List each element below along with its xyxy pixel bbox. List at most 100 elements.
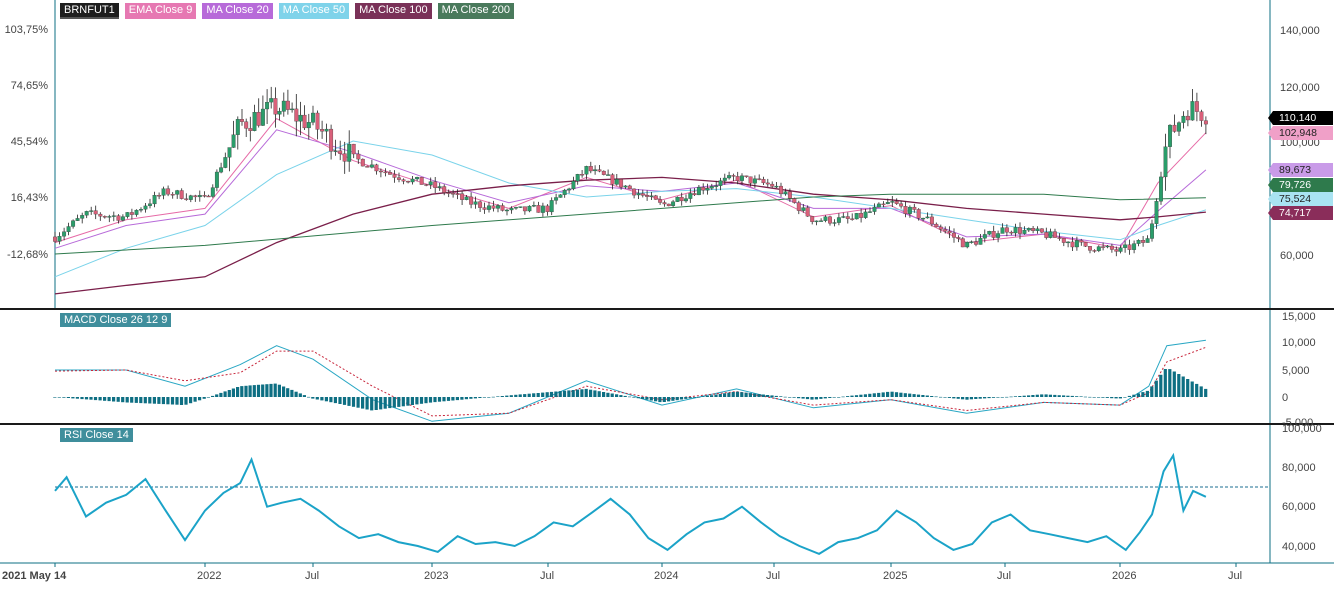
macd-histogram-bar bbox=[265, 384, 269, 397]
candle-body bbox=[324, 128, 329, 132]
macd-histogram-bar bbox=[1127, 395, 1131, 397]
candle-body bbox=[202, 195, 207, 197]
candle-body bbox=[329, 128, 334, 152]
candle-body bbox=[653, 195, 658, 200]
candle-body bbox=[960, 238, 965, 248]
candle-body bbox=[437, 186, 442, 188]
macd-histogram-bar bbox=[98, 397, 102, 401]
candle-body bbox=[735, 176, 740, 181]
macd-histogram-bar bbox=[792, 397, 796, 398]
legend-ma-100[interactable]: MA Close 100 bbox=[355, 3, 432, 19]
candle-body bbox=[1048, 231, 1053, 238]
macd-histogram-bar bbox=[837, 397, 841, 398]
candle-body bbox=[649, 195, 654, 197]
macd-histogram-bar bbox=[282, 386, 286, 397]
macd-histogram-bar bbox=[252, 385, 256, 397]
macd-histogram-bar bbox=[66, 397, 70, 398]
time-label: 2023 bbox=[424, 570, 448, 582]
macd-histogram-bar bbox=[223, 391, 227, 397]
candle-body bbox=[1154, 201, 1159, 224]
candle-body bbox=[527, 205, 532, 212]
candle-body bbox=[1061, 238, 1066, 243]
candle-body bbox=[311, 112, 315, 123]
candle-body bbox=[338, 150, 343, 154]
macd-histogram-bar bbox=[315, 397, 319, 400]
macd-histogram-bar bbox=[978, 397, 982, 399]
candle-body bbox=[1057, 237, 1062, 239]
candle-body bbox=[442, 186, 447, 193]
candle-body bbox=[947, 230, 952, 234]
time-label: Jul bbox=[1228, 570, 1242, 582]
candle-body bbox=[406, 180, 411, 183]
legend-ma-200[interactable]: MA Close 200 bbox=[437, 3, 515, 19]
candle-body bbox=[129, 212, 134, 215]
macd-histogram-bar bbox=[460, 397, 464, 400]
price-left-tick: 103,75% bbox=[5, 24, 49, 36]
candle-body bbox=[929, 216, 934, 225]
macd-histogram-bar bbox=[84, 397, 89, 400]
candle-body bbox=[718, 180, 723, 186]
candle-body bbox=[369, 164, 374, 168]
legend-ma-20[interactable]: MA Close 20 bbox=[202, 3, 273, 19]
candle-body bbox=[841, 216, 846, 218]
legend-macd[interactable]: MACD Close 26 12 9 bbox=[60, 313, 172, 327]
rsi-right-tick: 80,000 bbox=[1282, 462, 1316, 474]
candle-body bbox=[80, 215, 85, 219]
macd-histogram-bar bbox=[832, 397, 836, 398]
candle-body bbox=[885, 202, 890, 205]
candle-body bbox=[828, 216, 832, 224]
macd-histogram-bar bbox=[351, 397, 356, 407]
candle-body bbox=[342, 153, 347, 162]
macd-histogram-bar bbox=[658, 397, 662, 403]
macd-histogram-bar bbox=[580, 389, 584, 397]
macd-histogram-bar bbox=[231, 388, 235, 397]
macd-histogram-bar bbox=[987, 397, 991, 399]
candle-body bbox=[139, 209, 143, 211]
macd-histogram-bar bbox=[1177, 374, 1181, 397]
macd-histogram-bar bbox=[1172, 371, 1176, 397]
macd-histogram-bar bbox=[823, 397, 827, 399]
macd-histogram-bar bbox=[925, 395, 929, 397]
time-label: 2025 bbox=[883, 570, 907, 582]
candle-body bbox=[1022, 229, 1027, 234]
candle-body bbox=[469, 196, 474, 205]
candle-body bbox=[1132, 243, 1137, 250]
macd-histogram-bar bbox=[872, 393, 876, 397]
candle-body bbox=[554, 197, 559, 201]
candle-body bbox=[1066, 241, 1071, 244]
candle-body bbox=[433, 181, 438, 188]
last-price-tag: 110,140 bbox=[1268, 111, 1333, 125]
candle-body bbox=[748, 176, 753, 184]
candle-body bbox=[969, 241, 974, 243]
candle-body bbox=[584, 166, 589, 175]
macd-histogram-bar bbox=[1123, 397, 1127, 398]
macd-right-tick: 0 bbox=[1282, 392, 1288, 404]
panel-frames bbox=[0, 0, 1334, 564]
candle-body bbox=[116, 215, 121, 221]
macd-histogram-bar bbox=[374, 397, 378, 410]
legend-rsi[interactable]: RSI Close 14 bbox=[60, 428, 133, 442]
legend-ema-9[interactable]: EMA Close 9 bbox=[124, 3, 197, 19]
macd-histogram-bar bbox=[240, 386, 244, 397]
macd-histogram-bar bbox=[179, 397, 184, 405]
candle-body bbox=[424, 184, 429, 186]
candle-body bbox=[549, 200, 554, 213]
macd-histogram-bar bbox=[1027, 395, 1031, 397]
candle-body bbox=[152, 195, 157, 205]
candle-body bbox=[378, 170, 383, 173]
legend-brnfut1[interactable]: BRNFUT1 bbox=[60, 3, 119, 19]
macd-histogram-bar bbox=[947, 397, 951, 398]
macd-histogram-bar bbox=[500, 396, 504, 397]
price-right-tick: 140,000 bbox=[1280, 25, 1320, 37]
macd-histogram-bar bbox=[53, 397, 57, 398]
candle-body bbox=[1194, 101, 1199, 112]
candle-body bbox=[410, 178, 415, 183]
macd-histogram-bar bbox=[1195, 383, 1199, 397]
legend-ma-50[interactable]: MA Close 50 bbox=[278, 3, 350, 19]
candle-body bbox=[1127, 244, 1132, 250]
candle-body bbox=[374, 164, 379, 172]
candle-body bbox=[298, 114, 303, 122]
candle-body bbox=[214, 171, 219, 188]
candle-body bbox=[588, 166, 593, 172]
candle-body bbox=[333, 150, 338, 152]
